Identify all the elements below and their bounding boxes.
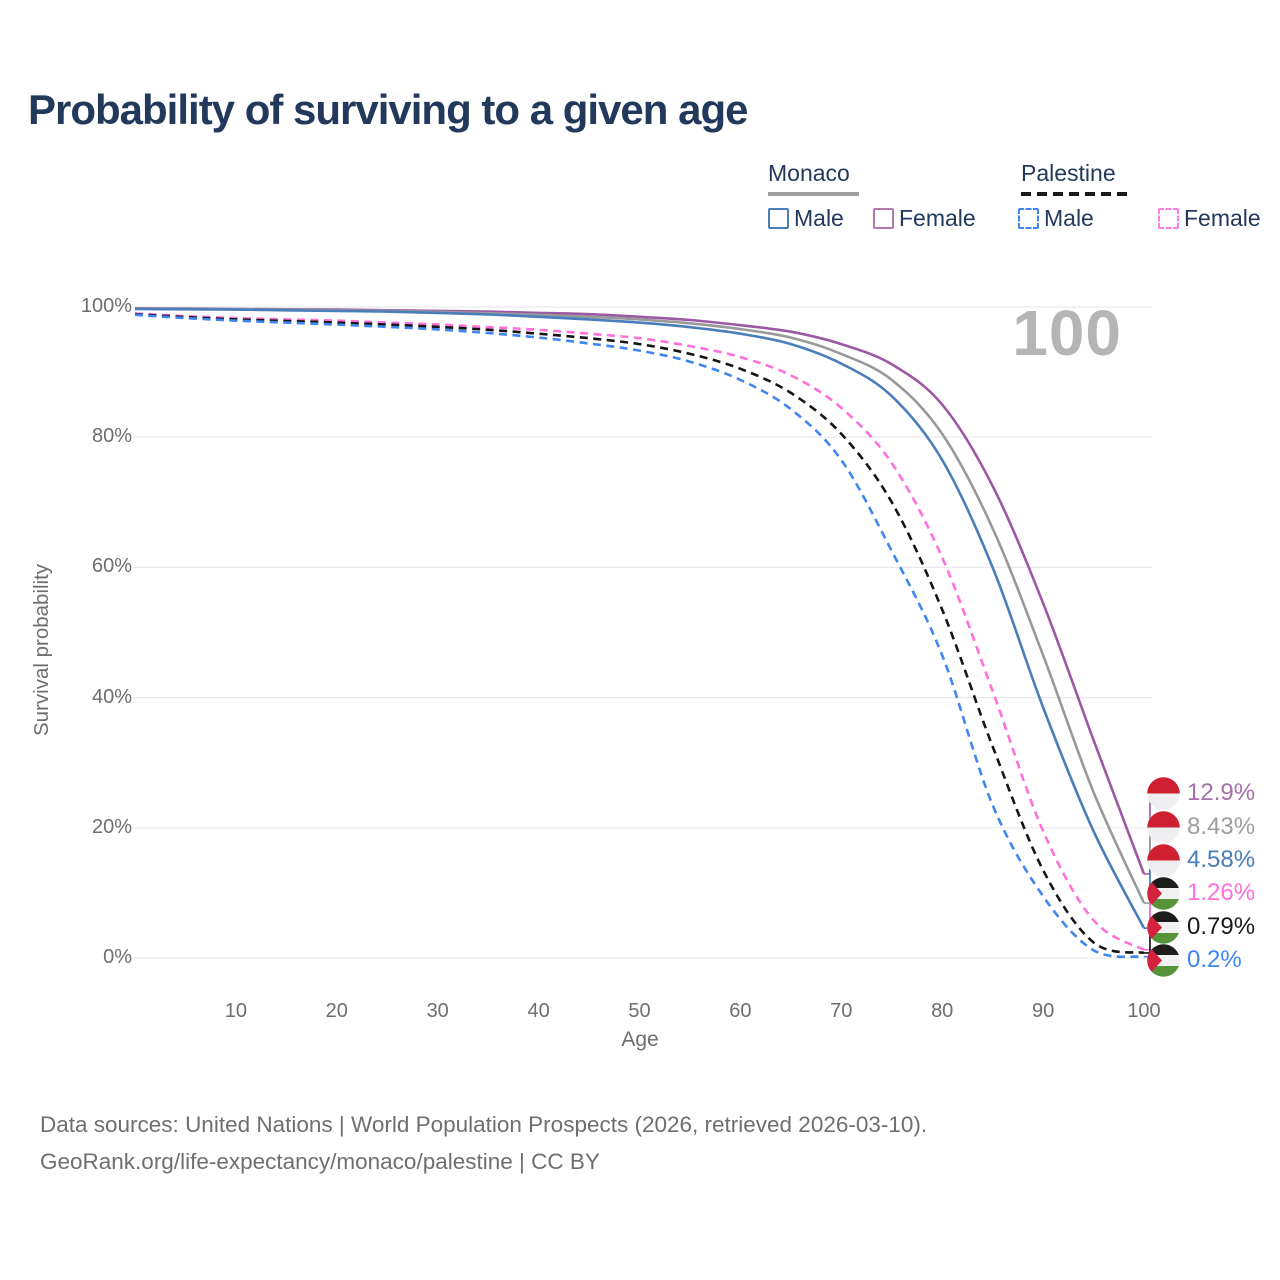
legend-group-monaco-title: Monaco [768,160,850,186]
series-line-palestine-male [134,313,1145,959]
x-tick-60: 60 [729,1000,752,1022]
palestine-female-swatch-icon [1158,207,1179,229]
end-label-row-monaco-both-sexes: 8.43% [1147,810,1255,844]
legend-item-palestine-female: Female [1158,204,1261,232]
end-value-label: 0.79% [1187,913,1256,940]
end-value-label: 0.2% [1187,946,1242,973]
palestine-line-style-sample [1021,192,1127,196]
end-value-label: 4.58% [1187,846,1256,873]
series-line-monaco-male [134,307,1146,929]
x-tick-80: 80 [931,1000,954,1022]
y-tick-40: 40% [91,685,132,708]
series-line-monaco-both-sexes [134,307,1146,904]
x-tick-90: 90 [1031,1000,1055,1022]
monaco-flag-icon [1147,843,1180,877]
legend-label: Female [1184,204,1261,231]
end-label-row-palestine-female: 1.26% [1147,876,1255,910]
x-tick-30: 30 [426,1000,449,1022]
series-line-monaco-female [134,307,1146,875]
end-label-row-monaco-female: 12.9% [1147,776,1255,810]
y-tick-60: 60% [91,555,132,578]
y-axis-title: Survival probability [30,563,53,736]
end-label-row-palestine-male: 0.2% [1147,943,1242,977]
palestine-flag-icon [1147,876,1180,910]
y-tick-100: 100% [80,295,132,317]
palestine-flag-icon [1147,943,1180,977]
legend-label: Male [1044,204,1094,231]
end-value-label: 12.9% [1187,779,1256,806]
legend-label: Female [899,204,976,231]
x-tick-40: 40 [527,1000,550,1022]
x-axis-title: Age [621,1028,659,1051]
source-link-text[interactable]: GeoRank.org/life-expectancy/monaco/pales… [40,1149,600,1174]
x-tick-10: 10 [224,1000,248,1022]
x-tick-100: 100 [1127,1000,1161,1022]
monaco-flag-icon [1147,810,1180,844]
legend-item-palestine-male: Male [1018,204,1094,232]
end-label-row-palestine-both-sexes: 0.79% [1147,910,1255,944]
data-sources-text: Data sources: United Nations | World Pop… [40,1112,928,1137]
monaco-female-swatch-icon [873,207,894,229]
age-hover-annotation: 100 [1012,297,1122,369]
x-tick-50: 50 [628,1000,651,1022]
y-tick-20: 20% [91,815,132,838]
legend-item-monaco-female: Female [873,204,976,232]
chart-title: Probability of surviving to a given age [28,86,748,133]
series-line-palestine-both-sexes [134,312,1145,955]
series-line-palestine-female [134,312,1145,951]
palestine-male-swatch-icon [1018,207,1039,229]
y-tick-0: 0% [103,946,132,968]
x-tick-20: 20 [325,1000,348,1022]
legend-label: Male [794,204,844,231]
legend-item-monaco-male: Male [768,204,844,232]
monaco-male-swatch-icon [768,207,789,229]
end-value-label: 8.43% [1187,813,1256,840]
monaco-line-style-sample [768,192,859,196]
legend-group-palestine-title: Palestine [1021,160,1116,186]
palestine-flag-icon [1147,910,1180,944]
end-label-row-monaco-male: 4.58% [1147,843,1255,877]
end-value-label: 1.26% [1187,879,1256,906]
monaco-flag-icon [1147,776,1180,810]
x-tick-70: 70 [830,1000,853,1022]
footer: Data sources: United Nations | World Pop… [40,1106,927,1180]
y-tick-80: 80% [91,425,132,448]
